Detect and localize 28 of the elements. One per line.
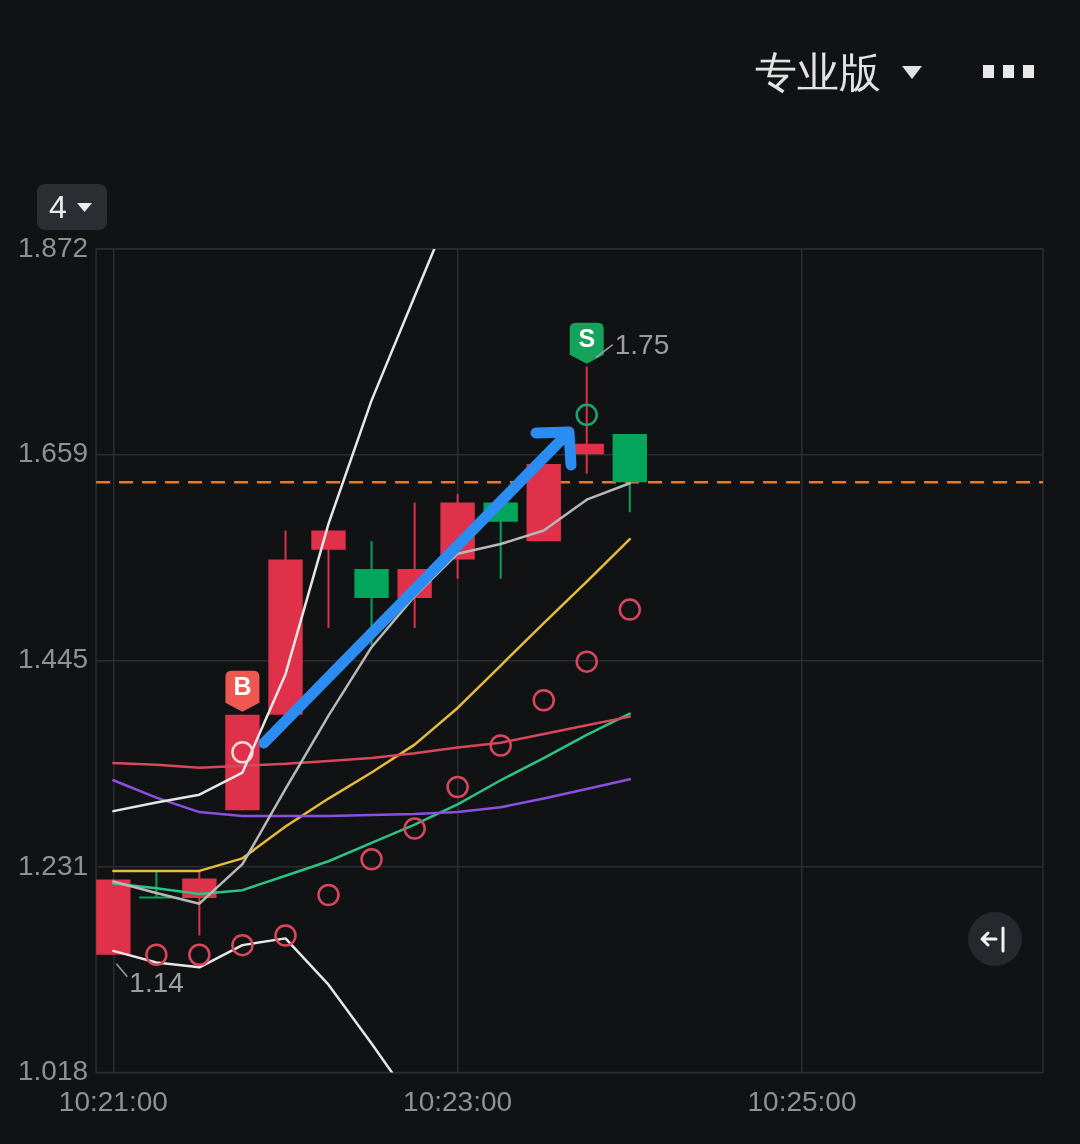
point (575, 403, 598, 427)
point (618, 598, 642, 621)
dropdown: 4 (37, 184, 107, 230)
y-tick-label: 1.018 (17, 1055, 89, 1087)
annotation: S (578, 323, 596, 352)
x-tick-label: 10:21:00 (58, 1085, 168, 1117)
point (446, 775, 469, 799)
point (188, 943, 211, 967)
y-tick-label: 1.872 (17, 231, 89, 263)
point (403, 817, 426, 840)
y-tick-label: 1.659 (17, 437, 89, 469)
point (489, 734, 512, 757)
x-tick-label: 10:23:00 (403, 1085, 513, 1117)
point (274, 924, 297, 947)
annotation: 1.75 (614, 329, 670, 361)
point (145, 943, 168, 967)
point (360, 848, 383, 871)
point (231, 741, 254, 764)
point (532, 688, 556, 712)
y-tick-label: 1.445 (17, 643, 89, 675)
annotation: 1.14 (129, 967, 184, 999)
x-tick-label: 10:25:00 (747, 1085, 857, 1117)
annotation: B (233, 671, 252, 700)
y-tick-label: 1.231 (17, 849, 89, 881)
text: 专业版 (755, 49, 881, 96)
point (231, 933, 254, 957)
point (317, 883, 340, 907)
point (575, 650, 598, 673)
